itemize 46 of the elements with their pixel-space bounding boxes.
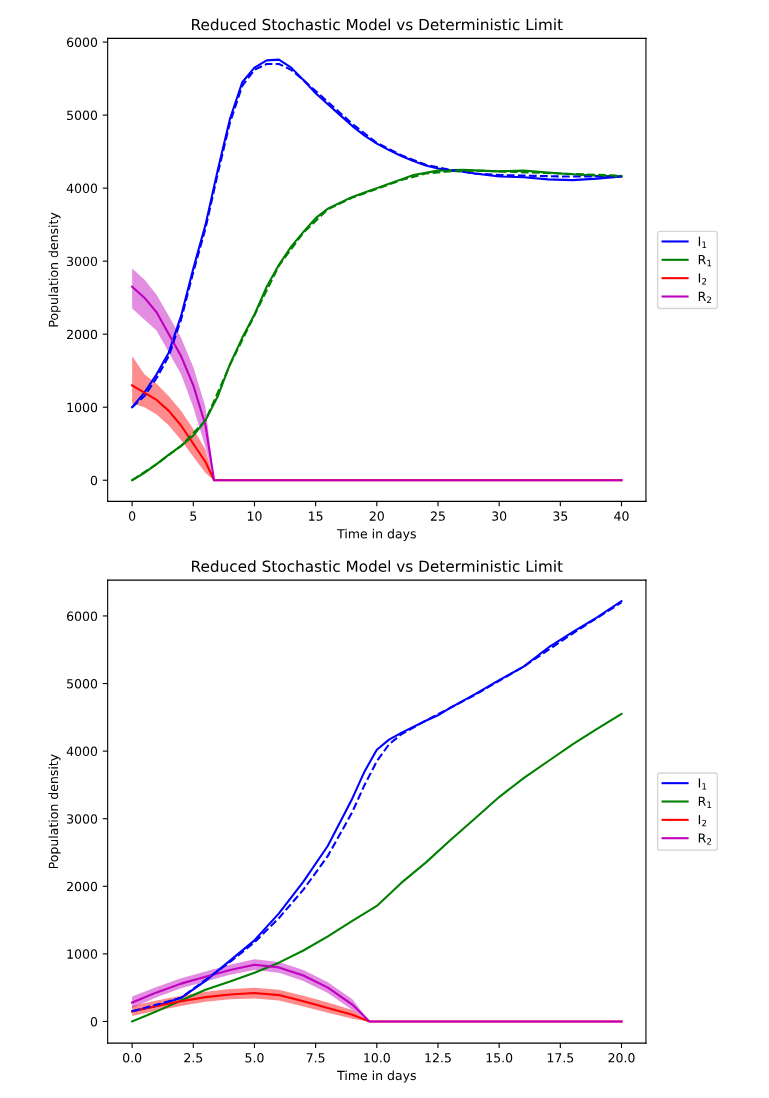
x-tick-label: 20 (369, 511, 384, 521)
x-tick-label: 2.5 (184, 1053, 203, 1063)
x-tick-label: 17.5 (547, 1053, 574, 1063)
y-tick-label: 1000 (67, 402, 98, 413)
legend-label: R$_{2}$ (698, 833, 712, 845)
chart-title: Reduced Stochastic Model vs Deterministic Limit (192, 560, 563, 572)
y-tick-label: 0 (90, 1016, 98, 1027)
x-tick-label: 15 (309, 511, 323, 521)
legend-label: R$_{1}$ (698, 255, 712, 267)
x-axis-title: Time in days (337, 1070, 416, 1083)
y-tick-label: 1000 (67, 949, 98, 959)
x-tick-label: 0.0 (123, 1053, 142, 1063)
y-tick-label: 0 (90, 475, 98, 486)
y-tick-label: 6000 (67, 37, 98, 48)
y-axis-title: Population density (48, 754, 61, 869)
x-tick-label: 35 (553, 511, 568, 521)
y-tick-label: 6000 (67, 611, 98, 621)
x-tick-label: 15.0 (486, 1053, 513, 1063)
legend-label: I$_{1}$ (698, 778, 707, 790)
x-tick-label: 0 (128, 511, 136, 521)
x-tick-label: 10.0 (364, 1053, 390, 1063)
x-tick-label: 7.5 (306, 1053, 325, 1063)
y-tick-label: 3000 (67, 814, 98, 824)
y-axis-title: Population density (48, 212, 61, 327)
legend-label: R$_{1}$ (698, 796, 712, 808)
legend-label: I$_{1}$ (698, 236, 707, 248)
y-tick-label: 4000 (66, 746, 98, 757)
y-tick-label: 5000 (67, 110, 98, 121)
x-tick-label: 10 (247, 511, 262, 521)
y-tick-label: 3000 (67, 256, 98, 267)
x-tick-label: 25 (430, 511, 445, 521)
y-tick-label: 5000 (67, 679, 98, 689)
x-tick-label: 40 (614, 511, 629, 521)
y-tick-label: 2000 (67, 881, 98, 892)
x-tick-label: 20.0 (608, 1053, 635, 1063)
y-tick-label: 4000 (66, 183, 98, 194)
x-tick-label: 30 (492, 511, 507, 521)
x-axis-title: Time in days (337, 528, 416, 541)
legend-label: I$_{2}$ (698, 815, 707, 827)
x-tick-label: 12.5 (425, 1053, 451, 1063)
x-tick-label: 5 (190, 511, 197, 521)
legend-label: I$_{2}$ (698, 273, 707, 285)
x-tick-label: 5.0 (245, 1053, 264, 1063)
y-tick-label: 2000 (67, 329, 98, 340)
legend-label: R$_{2}$ (698, 291, 712, 303)
chart-title: Reduced Stochastic Model vs Deterministic Limit (192, 18, 563, 31)
